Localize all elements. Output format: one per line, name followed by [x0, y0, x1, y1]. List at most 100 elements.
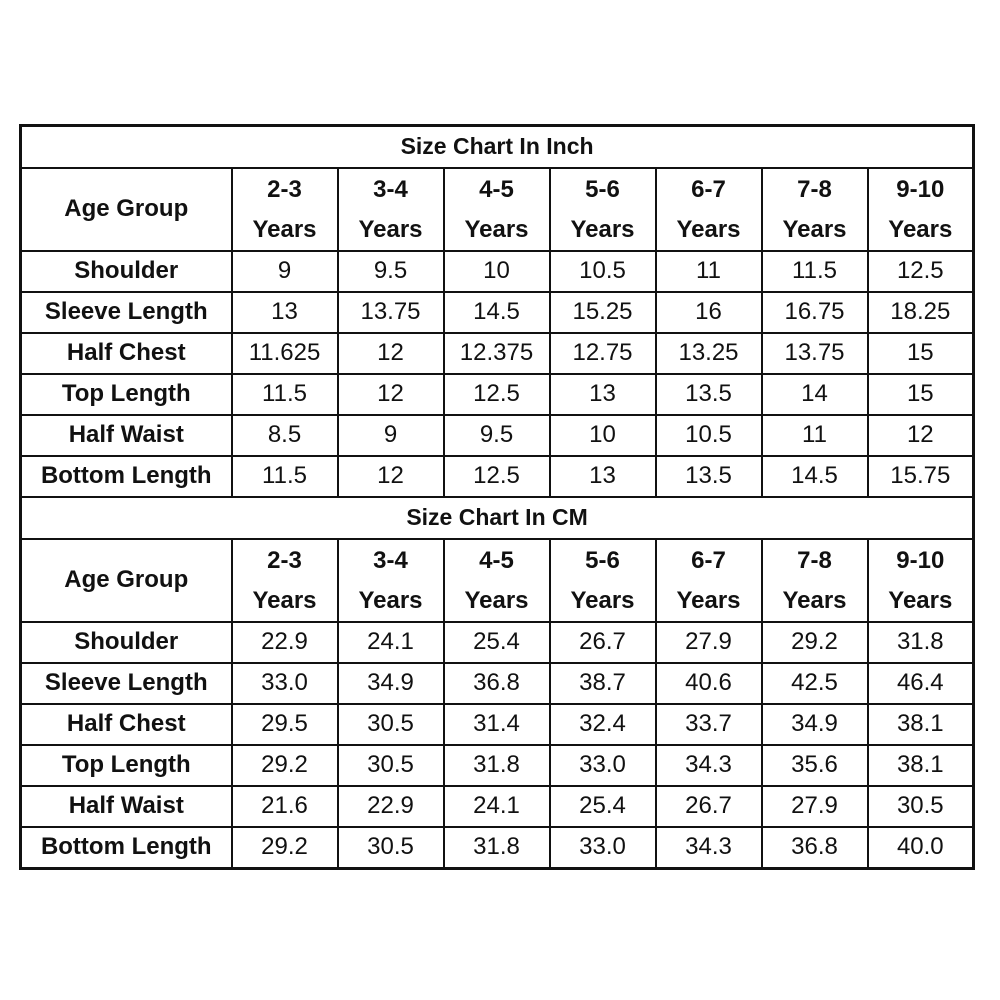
measurement-value: 33.0 — [548, 744, 657, 787]
measurement-value: 33.7 — [654, 703, 763, 746]
age-range: 4-5 — [479, 546, 514, 574]
measurement-value: 38.1 — [866, 744, 975, 787]
age-range: 2-3 — [267, 175, 302, 203]
age-column-header: 3-4 Years — [336, 167, 445, 252]
age-column-header: 5-6 Years — [548, 538, 657, 623]
section-title-row: Size Chart In CM — [19, 496, 975, 540]
age-group-header: Age Group — [19, 538, 233, 623]
measurement-value: 30.5 — [336, 744, 445, 787]
measurement-value: 31.8 — [866, 621, 975, 664]
measurement-value: 12 — [336, 455, 445, 498]
age-unit: Years — [252, 215, 317, 243]
table-row: Half Chest 11.625 12 12.375 12.75 13.25 13.75 1… — [19, 332, 975, 375]
measurement-value: 33.0 — [230, 662, 339, 705]
measurement-value: 12.5 — [442, 455, 551, 498]
measurement-value: 11.5 — [760, 250, 869, 293]
measurement-value: 9 — [230, 250, 339, 293]
table-row: Bottom Length 11.5 12 12.5 13 13.5 14.5 15.75 — [19, 455, 975, 498]
measurement-value: 36.8 — [442, 662, 551, 705]
measurement-value: 29.5 — [230, 703, 339, 746]
measurement-label: Half Chest — [19, 332, 233, 375]
table-row: Top Length 11.5 12 12.5 13 13.5 14 15 — [19, 373, 975, 416]
measurement-value: 30.5 — [336, 703, 445, 746]
age-column-header: 9-10 Years — [866, 167, 975, 252]
header-row: Age Group 2-3 Years 3-4 Years 4-5 Years 5-6 Year… — [19, 538, 975, 623]
measurement-label: Top Length — [19, 373, 233, 416]
measurement-value: 10.5 — [654, 414, 763, 457]
age-column-header: 6-7 Years — [654, 167, 763, 252]
table-row: Half Waist 21.6 22.9 24.1 25.4 26.7 27.9 30.5 — [19, 785, 975, 828]
age-column-header: 2-3 Years — [230, 538, 339, 623]
measurement-value: 12 — [336, 332, 445, 375]
measurement-value: 34.3 — [654, 744, 763, 787]
measurement-value: 42.5 — [760, 662, 869, 705]
measurement-value: 13.75 — [760, 332, 869, 375]
measurement-value: 12.375 — [442, 332, 551, 375]
measurement-value: 13.75 — [336, 291, 445, 334]
measurement-label: Shoulder — [19, 621, 233, 664]
age-range: 5-6 — [585, 175, 620, 203]
measurement-value: 32.4 — [548, 703, 657, 746]
measurement-value: 15.75 — [866, 455, 975, 498]
measurement-label: Bottom Length — [19, 455, 233, 498]
age-range: 3-4 — [373, 175, 408, 203]
measurement-value: 38.7 — [548, 662, 657, 705]
measurement-label: Sleeve Length — [19, 291, 233, 334]
measurement-value: 35.6 — [760, 744, 869, 787]
age-column-header: 3-4 Years — [336, 538, 445, 623]
measurement-value: 12.5 — [442, 373, 551, 416]
age-column-header: 6-7 Years — [654, 538, 763, 623]
age-group-header: Age Group — [19, 167, 233, 252]
section-title: Size Chart In Inch — [19, 124, 975, 169]
measurement-value: 15.25 — [548, 291, 657, 334]
age-unit: Years — [464, 215, 529, 243]
table-row: Bottom Length 29.2 30.5 31.8 33.0 34.3 36.8 40.… — [19, 826, 975, 870]
measurement-value: 27.9 — [654, 621, 763, 664]
table-row: Half Chest 29.5 30.5 31.4 32.4 33.7 34.9 38.1 — [19, 703, 975, 746]
measurement-value: 34.9 — [760, 703, 869, 746]
measurement-value: 15 — [866, 373, 975, 416]
measurement-value: 31.4 — [442, 703, 551, 746]
age-range: 6-7 — [691, 175, 726, 203]
measurement-value: 24.1 — [336, 621, 445, 664]
section-title: Size Chart In CM — [19, 496, 975, 540]
measurement-value: 33.0 — [548, 826, 657, 870]
measurement-value: 12.75 — [548, 332, 657, 375]
measurement-value: 11.625 — [230, 332, 339, 375]
measurement-value: 18.25 — [866, 291, 975, 334]
age-range: 6-7 — [691, 546, 726, 574]
age-unit: Years — [570, 215, 635, 243]
measurement-label: Shoulder — [19, 250, 233, 293]
age-column-header: 4-5 Years — [442, 538, 551, 623]
measurement-value: 25.4 — [548, 785, 657, 828]
measurement-value: 11 — [654, 250, 763, 293]
measurement-value: 13 — [230, 291, 339, 334]
table-row: Shoulder 9 9.5 10 10.5 11 11.5 12.5 — [19, 250, 975, 293]
measurement-value: 29.2 — [230, 826, 339, 870]
measurement-label: Sleeve Length — [19, 662, 233, 705]
measurement-value: 34.3 — [654, 826, 763, 870]
age-unit: Years — [888, 215, 953, 243]
age-unit: Years — [464, 586, 529, 614]
measurement-label: Half Chest — [19, 703, 233, 746]
table-row: Shoulder 22.9 24.1 25.4 26.7 27.9 29.2 31.8 — [19, 621, 975, 664]
measurement-value: 31.8 — [442, 744, 551, 787]
measurement-value: 14.5 — [442, 291, 551, 334]
age-range: 9-10 — [896, 175, 945, 203]
measurement-value: 11.5 — [230, 455, 339, 498]
measurement-value: 24.1 — [442, 785, 551, 828]
measurement-value: 9.5 — [442, 414, 551, 457]
table-row: Top Length 29.2 30.5 31.8 33.0 34.3 35.6 38.1 — [19, 744, 975, 787]
age-unit: Years — [570, 586, 635, 614]
measurement-value: 9 — [336, 414, 445, 457]
age-range: 7-8 — [797, 175, 832, 203]
measurement-value: 10.5 — [548, 250, 657, 293]
size-chart-table: Size Chart In Inch Age Group 2-3 Years 3-4 Ye… — [19, 124, 976, 870]
section-title-row: Size Chart In Inch — [19, 124, 975, 169]
age-range: 9-10 — [896, 546, 945, 574]
measurement-value: 26.7 — [548, 621, 657, 664]
age-unit: Years — [782, 586, 847, 614]
measurement-value: 40.6 — [654, 662, 763, 705]
measurement-label: Half Waist — [19, 785, 233, 828]
measurement-label: Top Length — [19, 744, 233, 787]
